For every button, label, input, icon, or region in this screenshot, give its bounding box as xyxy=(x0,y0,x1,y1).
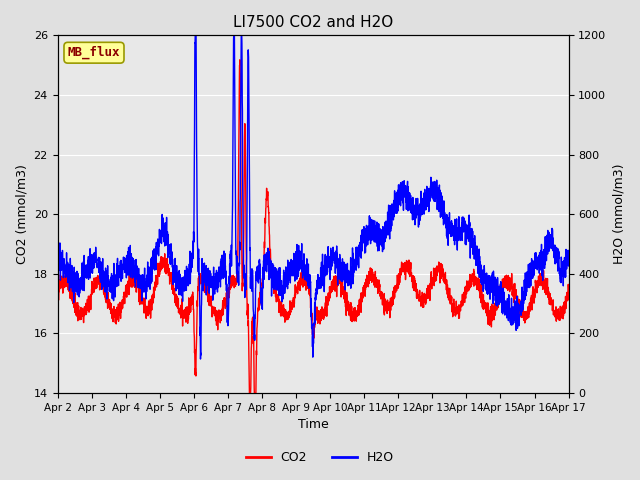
Text: MB_flux: MB_flux xyxy=(68,46,120,60)
Y-axis label: CO2 (mmol/m3): CO2 (mmol/m3) xyxy=(15,164,28,264)
Legend: CO2, H2O: CO2, H2O xyxy=(241,446,399,469)
Title: LI7500 CO2 and H2O: LI7500 CO2 and H2O xyxy=(233,15,393,30)
X-axis label: Time: Time xyxy=(298,419,328,432)
Y-axis label: H2O (mmol/m3): H2O (mmol/m3) xyxy=(612,164,625,264)
